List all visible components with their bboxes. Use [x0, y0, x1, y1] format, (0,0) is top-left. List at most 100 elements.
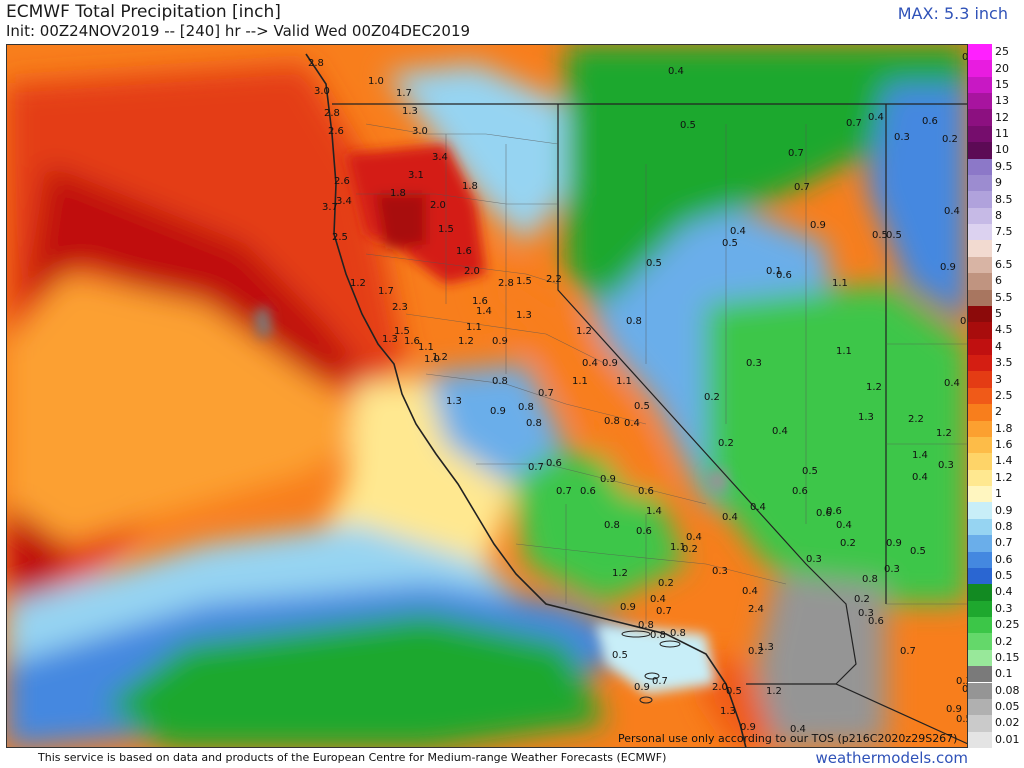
precip-value-label: 1.6 — [456, 246, 472, 257]
precip-value-label: 2.8 — [308, 58, 324, 69]
legend-swatch — [968, 649, 992, 667]
precip-value-label: 2.6 — [328, 126, 344, 137]
legend-label: 4 — [995, 339, 1002, 353]
legend-swatch — [968, 436, 992, 454]
legend-label: 12 — [995, 110, 1009, 124]
legend-label: 4.5 — [995, 323, 1013, 337]
legend-label: 0.5 — [995, 569, 1013, 583]
legend-swatch — [968, 600, 992, 617]
precip-value-label: 0.8 — [638, 620, 654, 631]
legend-entry: 0.08 — [968, 682, 1024, 699]
precip-value-label: 0.2 — [682, 544, 698, 555]
precip-value-label: 3.7 — [322, 202, 338, 213]
precip-value-label: 1.3 — [516, 310, 532, 321]
precip-value-label: 1.1 — [616, 376, 632, 387]
precip-value-label: 0.4 — [790, 724, 806, 735]
legend-entry: 1.4 — [968, 453, 1024, 470]
precip-value-label: 1.5 — [394, 326, 410, 337]
legend-entry: 10 — [968, 142, 1024, 159]
legend-swatch — [968, 224, 992, 241]
precip-green-east — [706, 284, 968, 604]
legend-swatch — [968, 191, 992, 208]
precip-value-label: 0.9 — [490, 406, 506, 417]
precip-value-label: 2.0 — [430, 200, 446, 211]
legend-entry: 1 — [968, 486, 1024, 503]
precip-value-label: 0.4 — [912, 472, 928, 483]
legend-swatch — [968, 289, 992, 306]
precip-value-label: 0.3 — [858, 608, 874, 619]
legend-label: 0.8 — [995, 519, 1013, 533]
precip-lightblue-band — [386, 64, 566, 244]
precip-value-label: 0.8 — [650, 630, 666, 641]
precip-value-label: 0.4 — [650, 594, 666, 605]
precip-value-label: 0.4 — [750, 502, 766, 513]
legend-swatch — [968, 109, 992, 126]
precip-value-label: 0.4 — [772, 426, 788, 437]
precip-value-label: 1.1 — [466, 322, 482, 333]
legend-label: 11 — [995, 127, 1009, 141]
legend-label: 9.5 — [995, 159, 1013, 173]
legend-entry: 9 — [968, 174, 1024, 192]
precip-value-label: 1.1 — [418, 342, 434, 353]
precip-value-label: 0.9 — [886, 538, 902, 549]
precip-value-label: 0.2 — [748, 646, 764, 657]
precip-value-label: 2.8 — [498, 278, 514, 289]
legend-swatch — [968, 486, 992, 503]
legend-label: 0.7 — [995, 536, 1013, 550]
precip-value-label: 1.3 — [720, 706, 736, 717]
legend-entry: 2 — [968, 404, 1024, 421]
precip-value-label: 2.3 — [392, 302, 408, 313]
legend-label: 25 — [995, 45, 1009, 59]
precip-value-label: 0.7 — [900, 646, 916, 657]
precip-green-ocean — [106, 614, 606, 748]
legend-entry: 1.6 — [968, 436, 1024, 454]
precip-value-label: 0.1 — [766, 266, 782, 277]
precip-value-label: 0.5 — [872, 230, 888, 241]
precip-value-label: 0.2 — [658, 578, 674, 589]
precip-value-label: 2.5 — [332, 232, 348, 243]
brand-logo-text[interactable]: weathermodels.com — [815, 749, 968, 767]
precip-value-label: 1.2 — [766, 686, 782, 697]
legend-label: 1.4 — [995, 454, 1013, 468]
precip-value-label: 1.7 — [378, 286, 394, 297]
legend-label: 0.6 — [995, 552, 1013, 566]
legend-entry: 0.1 — [968, 666, 1024, 683]
legend-swatch — [968, 207, 992, 225]
precip-value-label: 0.5 — [722, 238, 738, 249]
precip-value-label: 0.7 — [794, 182, 810, 193]
legend-entry: 8 — [968, 207, 1024, 225]
precip-value-label: 0.4 — [962, 684, 968, 695]
legend-swatch — [968, 93, 992, 110]
precip-value-label: 0.8 — [604, 416, 620, 427]
precip-value-label: 1.1 — [572, 376, 588, 387]
legend-swatch — [968, 338, 992, 356]
precip-value-label: 0.7 — [788, 148, 804, 159]
precip-value-label: 0.5 — [956, 714, 968, 725]
precip-value-label: 1.2 — [350, 278, 366, 289]
legend-entry: 4.5 — [968, 322, 1024, 339]
precip-value-label: 0.5 — [726, 686, 742, 697]
legend-swatch — [968, 698, 992, 716]
precip-value-label: 1.1 — [670, 542, 686, 553]
precip-value-label: 1.0 — [424, 354, 440, 365]
map-title: ECMWF Total Precipitation [inch] — [6, 2, 281, 22]
precip-value-label: 2.8 — [324, 108, 340, 119]
legend-label: 1.8 — [995, 421, 1013, 435]
precip-value-label: 0.3 — [956, 676, 968, 687]
precip-value-label: 0.3 — [746, 358, 762, 369]
precip-value-label: 1.4 — [912, 450, 928, 461]
precip-value-label: 0.8 — [526, 418, 542, 429]
legend-entry: 0.15 — [968, 649, 1024, 667]
legend-label: 0.2 — [995, 634, 1013, 648]
legend-label: 0.08 — [995, 683, 1020, 697]
state-border-mexico — [746, 683, 968, 745]
precip-value-label: 0.4 — [836, 520, 852, 531]
legend-swatch — [968, 371, 992, 388]
legend-swatch — [968, 174, 992, 192]
precip-grey-desert — [756, 574, 886, 748]
color-legend: 25 20 15 13 12 11 10 9.5 9 8.5 8 7.5 7 6.5 6 5.5 5 4.5 4 3.… — [968, 44, 1024, 748]
precip-value-label: 0.6 — [922, 116, 938, 127]
precip-value-label: 0.5 — [646, 258, 662, 269]
legend-label: 5.5 — [995, 290, 1013, 304]
legend-entry: 1.8 — [968, 420, 1024, 437]
